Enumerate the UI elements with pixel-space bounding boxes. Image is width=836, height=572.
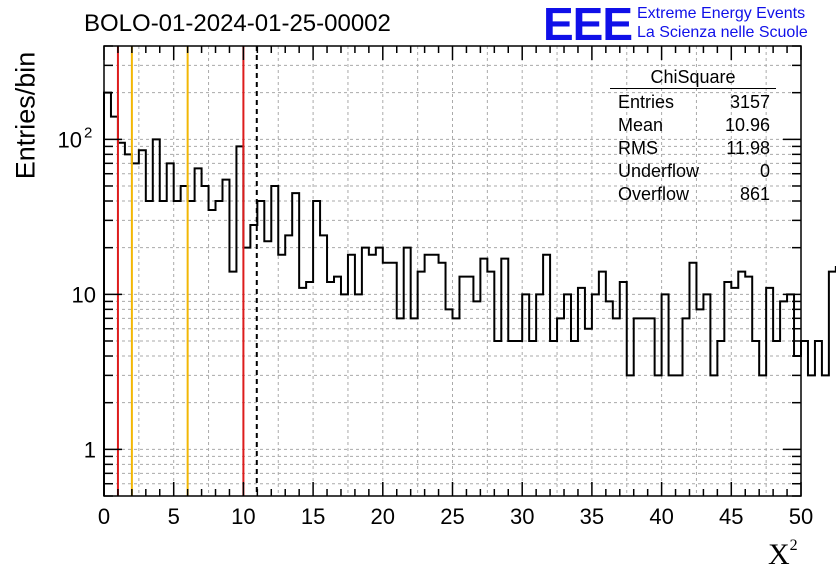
x-tick-label: 5 [168,504,180,529]
chart-title: BOLO-01-2024-01-25-00002 [84,10,391,37]
stats-value: 3157 [729,92,770,112]
x-tick-label: 0 [98,504,110,529]
stats-box: ChiSquare Entries 3157 Mean 10.96 RMS 11.98 Un… [610,66,776,206]
stats-row-overflow: Overflow 861 [610,183,776,206]
stats-label: RMS [618,138,658,158]
stats-label: Entries [618,92,675,112]
logo-caption: Extreme Energy Events La Scienza nelle S… [637,4,808,42]
stats-value: 10.96 [724,115,770,135]
x-tick-label: 20 [371,504,395,529]
stats-value: 861 [739,184,770,204]
stats-label: Underflow [618,161,700,181]
stats-row-underflow: Underflow 0 [610,160,776,183]
y-tick-label: 10 [58,127,82,152]
stats-value: 0 [759,161,770,181]
stats-title: ChiSquare [610,66,776,89]
x-axis-label-base: X [768,538,790,571]
stats-row-mean: Mean 10.96 [610,114,776,137]
x-tick-label: 15 [301,504,325,529]
y-tick-label: 1 [84,437,96,462]
x-tick-label: 30 [510,504,534,529]
x-tick-label: 35 [580,504,604,529]
y-tick-label-exponent: 2 [84,124,92,141]
stats-label: Mean [618,115,664,135]
stats-label: Overflow [618,184,690,204]
x-axis-label-sup: 2 [789,537,798,554]
x-tick-label: 50 [789,504,813,529]
x-tick-label: 10 [231,504,255,529]
y-tick-label: 10 [72,282,96,307]
stats-rows: Entries 3157 Mean 10.96 RMS 11.98 Underflow 0 Ov… [610,91,776,206]
stats-row-entries: Entries 3157 [610,91,776,114]
x-tick-label: 40 [649,504,673,529]
x-tick-label: 45 [719,504,743,529]
x-axis-label: X2 [768,537,798,572]
x-tick-label: 25 [440,504,464,529]
stats-value: 11.98 [726,138,770,158]
logo-line1: Extreme Energy Events [637,5,806,22]
stats-row-rms: RMS 11.98 [610,137,776,160]
histogram-bars [103,91,836,496]
logo-line2: La Scienza nelle Scuole [637,24,808,41]
eee-logo: EEE [543,0,633,50]
